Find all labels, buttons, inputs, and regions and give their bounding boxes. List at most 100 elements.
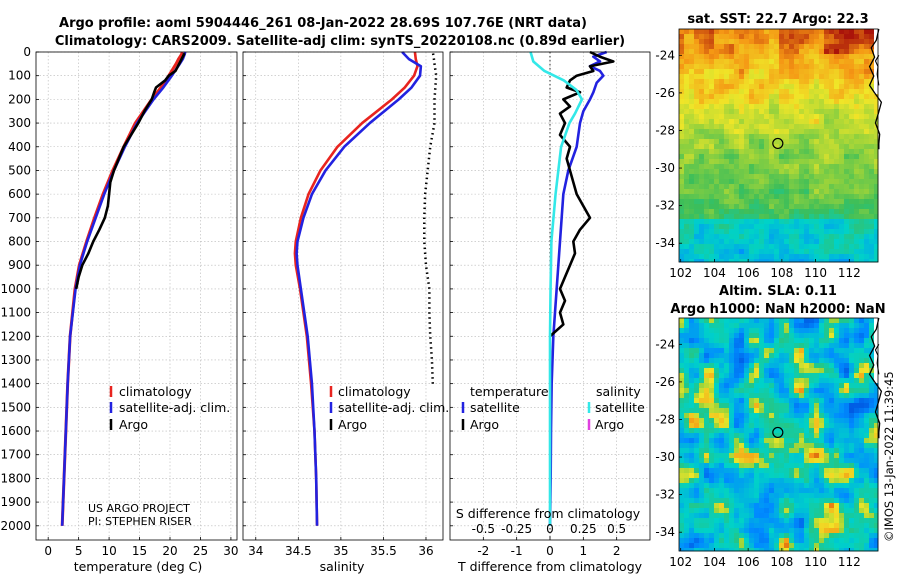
heatmap-cell	[724, 174, 730, 180]
heatmap-cell	[869, 343, 875, 349]
heatmap-cell	[694, 84, 700, 90]
heatmap-cell	[864, 463, 870, 469]
heatmap-cell	[814, 64, 820, 70]
heatmap-cell	[869, 54, 875, 60]
heatmap-cell	[869, 548, 875, 552]
heatmap-cell	[844, 104, 850, 110]
heatmap-cell	[724, 64, 730, 70]
heatmap-cell	[859, 363, 865, 369]
heatmap-cell	[869, 184, 875, 190]
heatmap-cell	[779, 234, 785, 240]
heatmap-cell	[689, 249, 695, 255]
heatmap-cell	[814, 493, 820, 499]
heatmap-cell	[799, 249, 805, 255]
heatmap-cell	[769, 508, 775, 514]
heatmap-cell	[849, 328, 855, 334]
heatmap-cell	[749, 443, 755, 449]
heatmap-cell	[824, 104, 830, 110]
heatmap-cell	[809, 144, 815, 150]
heatmap-cell	[824, 463, 830, 469]
heatmap-cell	[799, 428, 805, 434]
heatmap-cell	[814, 498, 820, 504]
heatmap-cell	[784, 134, 790, 140]
heatmap-cell	[764, 174, 770, 180]
heatmap-cell	[734, 548, 740, 552]
heatmap-cell	[834, 99, 840, 105]
heatmap-cell	[719, 134, 725, 140]
heatmap-cell	[769, 498, 775, 504]
heatmap-cell	[814, 244, 820, 250]
tick-label-x: 20	[162, 544, 177, 558]
heatmap-cell	[859, 403, 865, 409]
heatmap-cell	[759, 159, 765, 165]
heatmap-cell	[684, 473, 690, 479]
heatmap-cell	[844, 224, 850, 230]
heatmap-cell	[789, 74, 795, 80]
heatmap-cell	[854, 104, 860, 110]
heatmap-cell	[719, 473, 725, 479]
heatmap-cell	[814, 423, 820, 429]
heatmap-cell	[869, 29, 875, 35]
heatmap-cell	[849, 34, 855, 40]
heatmap-cell	[784, 448, 790, 454]
heatmap-cell	[839, 159, 845, 165]
heatmap-cell	[834, 244, 840, 250]
heatmap-cell	[714, 458, 720, 464]
heatmap-cell	[714, 493, 720, 499]
heatmap-cell	[709, 109, 715, 115]
heatmap-cell	[844, 438, 850, 444]
heatmap-cell	[779, 109, 785, 115]
heatmap-cell	[704, 184, 710, 190]
heatmap-cell	[824, 473, 830, 479]
heatmap-cell	[799, 418, 805, 424]
heatmap-cell	[824, 548, 830, 552]
heatmap-cell	[744, 129, 750, 135]
heatmap-cell	[739, 74, 745, 80]
heatmap-cell	[699, 503, 705, 509]
heatmap-cell	[789, 448, 795, 454]
heatmap-cell	[799, 59, 805, 65]
heatmap-cell	[774, 533, 780, 539]
heatmap-cell	[784, 79, 790, 85]
heatmap-cell	[834, 333, 840, 339]
heatmap-cell	[729, 353, 735, 359]
argo-position-marker	[772, 426, 784, 439]
heatmap-cell	[724, 523, 730, 529]
heatmap-cell	[799, 373, 805, 379]
heatmap-cell	[844, 448, 850, 454]
heatmap-cell	[839, 69, 845, 75]
heatmap-cell	[864, 438, 870, 444]
heatmap-cell	[844, 249, 850, 255]
heatmap-cell	[779, 49, 785, 55]
heatmap-cell	[729, 543, 735, 549]
heatmap-cell	[679, 114, 685, 120]
heatmap-cell	[869, 104, 875, 110]
heatmap-cell	[734, 39, 740, 45]
heatmap-cell	[874, 338, 879, 344]
heatmap-cell	[749, 74, 755, 80]
heatmap-cell	[729, 149, 735, 155]
heatmap-cell	[824, 44, 830, 50]
heatmap-cell	[839, 408, 845, 414]
heatmap-cell	[709, 338, 715, 344]
heatmap-cell	[829, 493, 835, 499]
heatmap-cell	[834, 463, 840, 469]
tick-label-y: 900	[8, 258, 31, 272]
heatmap-cell	[824, 358, 830, 364]
heatmap-cell	[679, 533, 685, 539]
heatmap-cell	[744, 473, 750, 479]
heatmap-cell	[739, 59, 745, 65]
heatmap-cell	[744, 483, 750, 489]
heatmap-cell	[764, 159, 770, 165]
heatmap-cell	[869, 179, 875, 185]
heatmap-cell	[699, 358, 705, 364]
heatmap-cell	[729, 393, 735, 399]
heatmap-cell	[814, 249, 820, 255]
heatmap-cell	[744, 114, 750, 120]
heatmap-cell	[729, 84, 735, 90]
heatmap-cell	[684, 149, 690, 155]
heatmap-cell	[699, 129, 705, 135]
heatmap-cell	[864, 448, 870, 454]
heatmap-cell	[819, 418, 825, 424]
heatmap-cell	[769, 533, 775, 539]
